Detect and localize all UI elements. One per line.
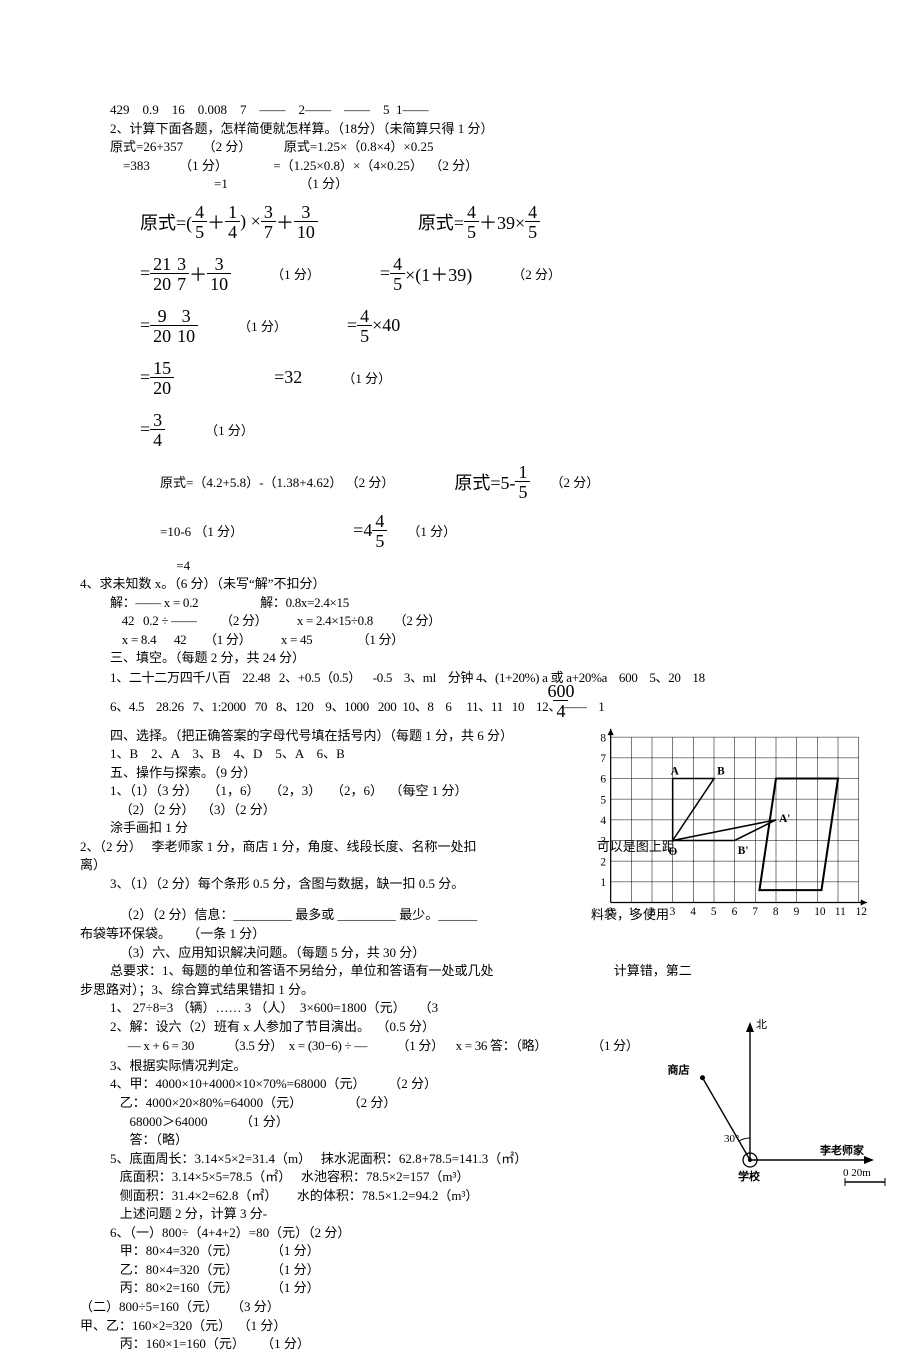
eq1c: =1 （1 分）: [80, 175, 840, 193]
a6a: 6、（一）800÷（4+4+2）=80（元）（2 分）: [80, 1224, 840, 1242]
a6e: （二）800÷5=160（元） （3 分）: [80, 1298, 840, 1316]
svg-text:8: 8: [600, 732, 606, 744]
svg-text:4: 4: [600, 815, 606, 827]
svg-text:学校: 学校: [738, 1169, 761, 1183]
svg-text:4: 4: [690, 906, 696, 918]
s5-req: 总要求：1、每题的单位和答语不另给分，单位和答语有一处或几处 计算错，第二: [80, 962, 840, 980]
a6b: 甲：80×4=320（元） （1 分）: [80, 1242, 840, 1260]
svg-text:11: 11: [835, 906, 846, 918]
svg-text:A': A': [779, 813, 790, 825]
eq3b-sc: （1 分）: [407, 521, 456, 540]
eq3a-l: 原式=（4.2+5.8）-（1.38+4.62） （2 分）: [160, 472, 394, 491]
svg-text:7: 7: [600, 753, 606, 765]
svg-text:3: 3: [670, 906, 676, 918]
eq3c: =4: [80, 557, 840, 575]
svg-text:B': B': [738, 845, 749, 857]
svg-text:1: 1: [628, 906, 634, 918]
a6d: 丙：80×2=160（元） （1 分）: [80, 1279, 840, 1297]
eq3b-frac: 45: [372, 512, 387, 550]
svg-text:B: B: [717, 765, 725, 777]
svg-text:2: 2: [649, 906, 655, 918]
eq3b: =10-6 （1 分） =4 45 （1 分）: [160, 511, 840, 551]
svg-text:6: 6: [600, 774, 606, 786]
a5d: 上述问题 2 分，计算 3 分-: [80, 1205, 840, 1223]
svg-text:0 20m: 0 20m: [843, 1167, 871, 1179]
q4-title: 4、求未知数 x。（6 分）（未写“解”不扣分）: [80, 575, 840, 593]
eq1b: =383 （1 分） =（1.25×0.8）×（4×0.25） （2 分）: [80, 157, 840, 175]
svg-text:商店: 商店: [668, 1063, 690, 1077]
eq3a-sc: （2 分）: [550, 472, 599, 491]
svg-text:7: 7: [752, 906, 758, 918]
svg-text:A: A: [671, 765, 680, 777]
s5-req2: 步思路对）；3、综合算式结果错扣 1 分。: [80, 981, 840, 999]
svg-text:8: 8: [773, 906, 779, 918]
svg-text:10: 10: [814, 906, 826, 918]
svg-text:O: O: [669, 846, 678, 858]
svg-text:2: 2: [600, 856, 606, 868]
q4-l2: 42 0.2 ÷ —— （2 分） x = 2.4×15÷0.8 （2 分）: [80, 612, 840, 630]
s5-3d: （3）六、应用知识解决问题。（每题 5 分，共 30 分）: [80, 944, 840, 962]
north-figure: 北商店 30° 学校 李老师家 0 20m: [640, 1010, 900, 1200]
svg-text:北: 北: [756, 1018, 767, 1031]
header-numbers: 429 0.9 16 0.008 7 —— 2—— —— 5 1——: [80, 101, 840, 119]
eq3a-frac: 15: [515, 463, 530, 501]
a6g: 丙：160×1=160（元） （1 分）: [80, 1335, 840, 1353]
q2-title: 2、计算下面各题，怎样简便就怎样算。（18分）（未简算只得 1 分）: [80, 120, 840, 138]
s3-l2: 6、4.5 28.26 7、1:2000 70 8、120 9、1000 200…: [80, 698, 604, 716]
fraction-block: 原式=(45＋14) ×37＋310原式=45＋39×45 =212037＋31…: [80, 199, 840, 453]
svg-text:0: 0: [608, 906, 614, 918]
eq3a: 原式=（4.2+5.8）-（1.38+4.62） （2 分） 原式=5- 15 …: [160, 459, 840, 505]
a2b: — x + 6 = 30 （3.5 分） x = (30−6) ÷ — （1 分…: [80, 1037, 639, 1055]
svg-text:3: 3: [600, 836, 606, 848]
svg-text:5: 5: [711, 906, 717, 918]
s3-row1: 1、二十二万四千八百 22.48 2、+0.5（0.5） -0.5 3、ml 分…: [80, 668, 840, 688]
q4-l1: 解：—— x = 0.2 解：0.8x=2.4×15: [80, 594, 840, 612]
s3-title: 三、填空。（每题 2 分，共 24 分）: [80, 649, 840, 667]
page-root: 429 0.9 16 0.008 7 —— 2—— —— 5 1—— 2、计算下…: [0, 0, 920, 1302]
s3-l1: 1、二十二万四千八百 22.48 2、+0.5（0.5） -0.5 3、ml 分…: [80, 669, 705, 687]
svg-text:5: 5: [600, 794, 606, 806]
svg-text:6: 6: [732, 906, 738, 918]
q4-l3: x = 8.4 42 （1 分） x = 45 （1 分）: [80, 631, 840, 649]
a6c: 乙：80×4=320（元） （1 分）: [80, 1261, 840, 1279]
eq3a-rp: 原式=5-: [454, 469, 515, 495]
eq3b-l: =10-6 （1 分）: [160, 521, 243, 540]
eq1a: 原式=26+357 （2 分） 原式=1.25×（0.8×4）×0.25: [80, 138, 840, 156]
svg-text:30°: 30°: [724, 1133, 739, 1145]
svg-text:1: 1: [600, 877, 606, 889]
grid-figure: 012345678910111212345678ABOA'B': [590, 720, 900, 930]
svg-text:12: 12: [856, 906, 868, 918]
svg-text:9: 9: [794, 906, 800, 918]
a6f: 甲、乙：160×2=320（元） （1 分）: [80, 1317, 840, 1335]
svg-text:李老师家: 李老师家: [819, 1143, 865, 1157]
s3-frac: 6004: [544, 682, 577, 720]
eq3b-rp: =4: [353, 520, 372, 541]
